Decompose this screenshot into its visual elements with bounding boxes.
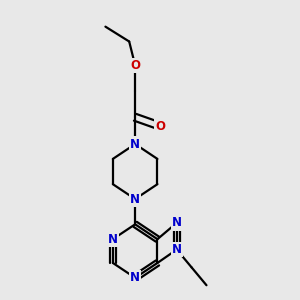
Text: N: N <box>130 138 140 151</box>
Text: N: N <box>108 233 118 246</box>
Text: N: N <box>130 193 140 206</box>
Text: N: N <box>130 271 140 284</box>
Text: O: O <box>130 59 140 72</box>
Text: O: O <box>155 120 165 133</box>
Text: N: N <box>172 216 182 229</box>
Text: N: N <box>172 243 182 256</box>
